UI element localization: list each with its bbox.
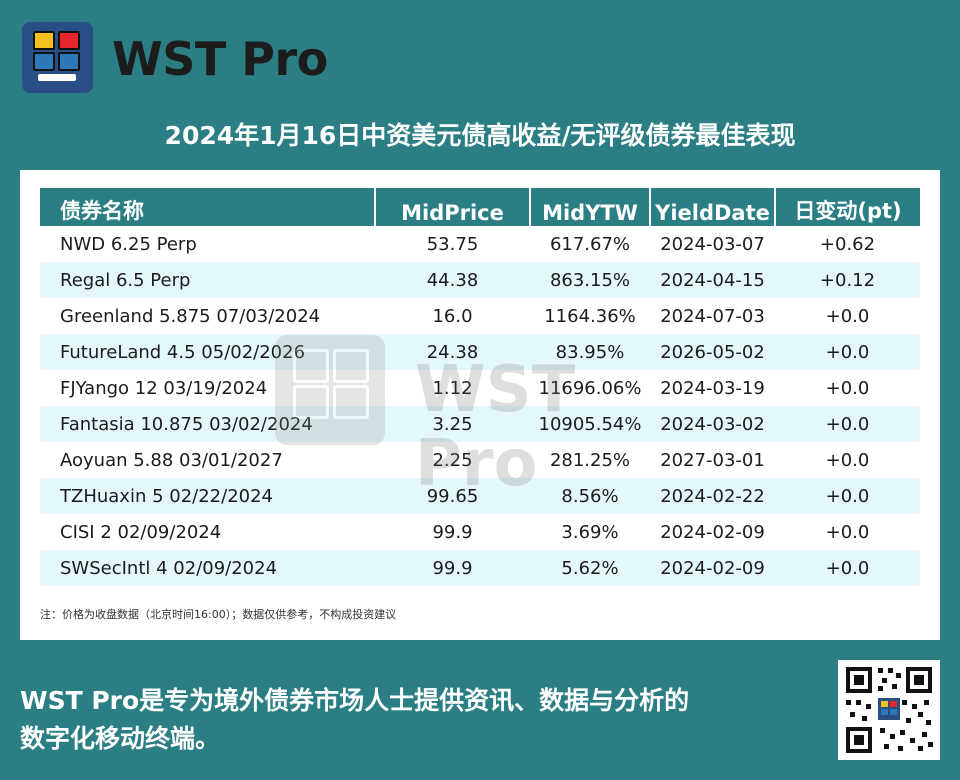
- footer-tagline: WST Pro是专为境外债券市场人士提供资讯、数据与分析的 数字化移动终端。: [20, 682, 780, 758]
- yield-date-cell: 2024-02-09: [650, 550, 775, 586]
- yield-date-cell: 2024-03-19: [660, 377, 765, 399]
- mid-ytw-cell: 11696.06%: [538, 377, 642, 399]
- yield-date-cell: 2024-02-22: [650, 478, 775, 514]
- yield-date-cell: 2027-03-01: [660, 449, 765, 471]
- yield-date-cell: 2024-03-02: [650, 406, 775, 442]
- qr-code-icon: [838, 660, 940, 760]
- bond-name-cell: TZHuaxin 5 02/22/2024: [40, 478, 375, 514]
- column-header-mid-ytw: MidYTW: [530, 188, 651, 226]
- mid-ytw-cell: 3.69%: [561, 521, 619, 543]
- disclaimer-note: 注：价格为收盘数据（北京时间16:00）；数据仅供参考，不构成投资建议: [40, 608, 397, 621]
- qr-code: [838, 660, 940, 760]
- mid-ytw-cell: 617.67%: [549, 233, 631, 255]
- page-title: 2024年1月16日中资美元债高收益/无评级债券最佳表现: [164, 121, 796, 150]
- mid-ytw-cell: 8.56%: [530, 478, 650, 514]
- bond-name-cell: Fantasia 10.875 03/02/2024: [40, 406, 375, 442]
- mid-price-cell: 24.38: [375, 334, 530, 370]
- table-header-row: 债券名称 MidPrice MidYTW YieldDate 日变动(pt): [40, 188, 920, 226]
- daily-change-cell: +0.0: [775, 406, 920, 442]
- bond-name-cell: FutureLand 4.5 05/02/2026: [40, 334, 375, 370]
- daily-change-cell: +0.0: [825, 377, 870, 399]
- table-row: FutureLand 4.5 05/02/2026 24.38 83.95% 2…: [40, 334, 920, 370]
- logo-blue-square-right: [58, 52, 80, 71]
- column-header-daily-change: 日变动(pt): [775, 188, 920, 226]
- daily-change-cell: +0.0: [775, 334, 920, 370]
- mid-price-cell: 16.0: [432, 305, 473, 327]
- mid-ytw-cell: 1164.36%: [544, 305, 636, 327]
- daily-change-cell: +0.12: [775, 262, 920, 298]
- footer-line-2: 数字化移动终端。: [20, 724, 221, 753]
- table-row: NWD 6.25 Perp 53.75 617.67% 2024-03-07 +…: [40, 226, 920, 262]
- bond-name-cell: Greenland 5.875 07/03/2024: [60, 305, 321, 327]
- bond-name-cell: Regal 6.5 Perp: [40, 262, 375, 298]
- bond-name-cell: CISI 2 02/09/2024: [60, 521, 222, 543]
- daily-change-cell: +0.0: [775, 478, 920, 514]
- table-row: Greenland 5.875 07/03/2024 16.0 1164.36%…: [40, 298, 920, 334]
- column-header-mid-price: MidPrice: [375, 188, 531, 226]
- daily-change-cell: +0.0: [825, 305, 870, 327]
- column-header-yield-date: YieldDate: [650, 188, 776, 226]
- table-row: Fantasia 10.875 03/02/2024 3.25 10905.54…: [40, 406, 920, 442]
- mid-price-cell: 44.38: [375, 262, 530, 298]
- wst-logo-icon: [22, 22, 93, 93]
- daily-change-cell: +0.0: [825, 521, 870, 543]
- mid-ytw-cell: 5.62%: [530, 550, 650, 586]
- logo-stand: [38, 74, 76, 81]
- yield-date-cell: 2024-04-15: [650, 262, 775, 298]
- mid-price-cell: 3.25: [375, 406, 530, 442]
- mid-price-cell: 1.12: [432, 377, 473, 399]
- table-row: Aoyuan 5.88 03/01/2027 2.25 281.25% 2027…: [40, 442, 920, 478]
- brand-name: WST Pro: [112, 32, 328, 86]
- footer-line-1: WST Pro是专为境外债券市场人士提供资讯、数据与分析的: [20, 686, 690, 715]
- bond-name-cell: NWD 6.25 Perp: [60, 233, 197, 255]
- bond-name-cell: FJYango 12 03/19/2024: [60, 377, 268, 399]
- yield-date-cell: 2024-02-09: [660, 521, 765, 543]
- mid-price-cell: 2.25: [432, 449, 473, 471]
- table-row: TZHuaxin 5 02/22/2024 99.65 8.56% 2024-0…: [40, 478, 920, 514]
- logo-yellow-square: [33, 31, 55, 50]
- table-row: Regal 6.5 Perp 44.38 863.15% 2024-04-15 …: [40, 262, 920, 298]
- bond-name-cell: Aoyuan 5.88 03/01/2027: [60, 449, 283, 471]
- mid-price-cell: 53.75: [426, 233, 479, 255]
- table-row: CISI 2 02/09/2024 99.9 3.69% 2024-02-09 …: [40, 514, 920, 550]
- logo-red-square: [58, 31, 80, 50]
- daily-change-cell: +0.0: [825, 449, 870, 471]
- mid-ytw-cell: 281.25%: [549, 449, 631, 471]
- mid-ytw-cell: 83.95%: [530, 334, 650, 370]
- daily-change-cell: +0.0: [775, 550, 920, 586]
- mid-price-cell: 99.9: [375, 550, 530, 586]
- mid-ytw-cell: 863.15%: [530, 262, 650, 298]
- daily-change-cell: +0.62: [819, 233, 876, 255]
- table-row: FJYango 12 03/19/2024 1.12 11696.06% 202…: [40, 370, 920, 406]
- yield-date-cell: 2026-05-02: [650, 334, 775, 370]
- mid-price-cell: 99.65: [375, 478, 530, 514]
- yield-date-cell: 2024-07-03: [660, 305, 765, 327]
- bond-table: 债券名称 MidPrice MidYTW YieldDate 日变动(pt) N…: [40, 188, 920, 586]
- mid-ytw-cell: 10905.54%: [530, 406, 650, 442]
- mid-price-cell: 99.9: [432, 521, 473, 543]
- logo-blue-square-left: [33, 52, 55, 71]
- column-header-bond-name: 债券名称: [40, 188, 376, 226]
- yield-date-cell: 2024-03-07: [660, 233, 765, 255]
- bond-name-cell: SWSecIntl 4 02/09/2024: [40, 550, 375, 586]
- table-row: SWSecIntl 4 02/09/2024 99.9 5.62% 2024-0…: [40, 550, 920, 586]
